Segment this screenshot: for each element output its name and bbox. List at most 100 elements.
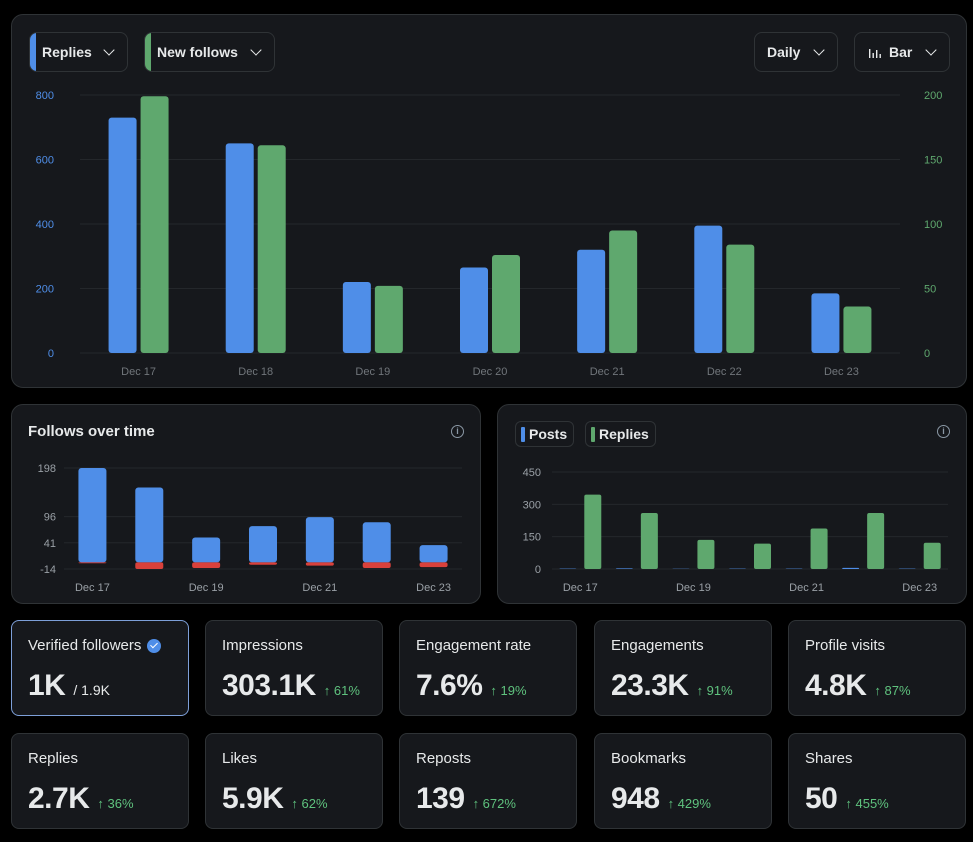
metric2-dropdown[interactable]: New follows [144, 32, 275, 72]
stat-card[interactable]: Likes 5.9K ↑ 62% [205, 733, 383, 829]
x-tick-label: Dec 21 [789, 582, 824, 594]
y-right-tick-label: 50 [924, 284, 936, 296]
bar-replies [697, 539, 715, 569]
stat-value-row: 2.7K ↑ 36% [28, 782, 134, 816]
bar-follows [249, 526, 277, 563]
stat-label-text: Impressions [222, 637, 303, 654]
stat-card[interactable]: Shares 50 ↑ 455% [788, 733, 966, 829]
period-label: Daily [767, 44, 801, 60]
stat-label: Bookmarks [611, 750, 686, 767]
legend-replies[interactable]: Replies [585, 421, 656, 447]
bar-replies [923, 542, 941, 569]
bar-replies [867, 512, 885, 569]
stat-change: ↑ 36% [97, 796, 134, 811]
x-tick-label: Dec 21 [590, 366, 625, 378]
bar-chart-icon [869, 48, 881, 58]
bar-replies [694, 225, 723, 353]
stat-label: Impressions [222, 637, 303, 654]
stat-change: ↑ 61% [323, 683, 360, 698]
bar-unfollows [305, 562, 334, 566]
metric1-color-swatch [30, 33, 36, 71]
stat-change: ↑ 429% [667, 796, 711, 811]
x-tick-label: Dec 19 [189, 582, 224, 594]
bar-posts [615, 568, 633, 569]
x-tick-label: Dec 23 [902, 582, 937, 594]
bar-new-follows [374, 285, 403, 353]
bar-replies [754, 543, 771, 569]
y-right-tick-label: 150 [924, 155, 942, 167]
stat-label: Verified followers [28, 637, 162, 654]
stat-label: Engagement rate [416, 637, 531, 654]
stat-card[interactable]: Impressions 303.1K ↑ 61% [205, 620, 383, 716]
bar-unfollows [78, 562, 107, 564]
stat-label-text: Profile visits [805, 637, 886, 654]
bar-new-follows [726, 244, 755, 353]
stat-card[interactable]: Replies 2.7K ↑ 36% [11, 733, 189, 829]
stat-card[interactable]: Engagement rate 7.6% ↑ 19% [399, 620, 577, 716]
bar-new-follows [609, 230, 638, 353]
stat-value-row: 23.3K ↑ 91% [611, 669, 733, 703]
stat-value-row: 948 ↑ 429% [611, 782, 711, 816]
x-tick-label: Dec 19 [676, 582, 711, 594]
stat-card[interactable]: Verified followers 1K / 1.9K [11, 620, 189, 716]
y-left-tick-label: 800 [36, 90, 54, 102]
stat-card[interactable]: Bookmarks 948 ↑ 429% [594, 733, 772, 829]
chart-type-dropdown[interactable]: Bar [854, 32, 950, 72]
legend-posts-label: Posts [529, 426, 568, 442]
stat-value: 4.8K [805, 669, 867, 702]
y-left-tick-label: 200 [36, 284, 54, 296]
bar-follows [419, 545, 448, 563]
stat-value: 139 [416, 782, 465, 815]
chevron-down-icon [103, 44, 115, 56]
stat-value-row: 139 ↑ 672% [416, 782, 516, 816]
info-icon[interactable]: i [937, 425, 950, 438]
stat-label: Shares [805, 750, 853, 767]
stat-change: ↑ 19% [490, 683, 527, 698]
bar-follows [135, 487, 164, 563]
legend-replies-swatch [591, 426, 595, 442]
x-tick-label: Dec 20 [473, 366, 508, 378]
y-tick-label: 300 [523, 499, 541, 511]
x-tick-label: Dec 17 [75, 582, 110, 594]
bar-new-follows [843, 306, 872, 353]
follows-card-title: Follows over time [28, 423, 155, 440]
x-tick-label: Dec 19 [355, 366, 390, 378]
y-left-tick-label: 0 [48, 348, 54, 360]
chevron-down-icon [813, 44, 825, 56]
stat-label-text: Engagement rate [416, 637, 532, 654]
bar-replies [640, 512, 658, 569]
stat-change: ↑ 62% [291, 796, 328, 811]
metric2-label: New follows [157, 44, 238, 60]
bar-replies [811, 293, 840, 353]
legend-posts-swatch [521, 426, 525, 442]
bar-unfollows [362, 562, 391, 569]
bar-replies [342, 282, 371, 353]
bar-follows [305, 517, 334, 563]
stat-card[interactable]: Profile visits 4.8K ↑ 87% [788, 620, 966, 716]
y-right-tick-label: 100 [924, 219, 942, 231]
stat-total: / 1.9K [73, 682, 110, 698]
legend-posts[interactable]: Posts [515, 421, 575, 447]
stat-label: Reposts [416, 750, 471, 767]
x-tick-label: Dec 17 [563, 582, 598, 594]
period-dropdown[interactable]: Daily [754, 32, 838, 72]
bar-replies [810, 528, 828, 569]
metric1-label: Replies [42, 44, 92, 60]
y-right-tick-label: 200 [924, 90, 942, 102]
chevron-down-icon [925, 44, 937, 56]
bar-replies [225, 143, 254, 353]
stat-label-text: Replies [28, 750, 79, 767]
x-tick-label: Dec 23 [824, 366, 859, 378]
stat-value-row: 7.6% ↑ 19% [416, 669, 527, 703]
stat-card[interactable]: Reposts 139 ↑ 672% [399, 733, 577, 829]
y-tick-label: -14 [40, 564, 56, 576]
bar-follows [362, 522, 391, 563]
stat-value: 23.3K [611, 669, 689, 702]
stat-card[interactable]: Engagements 23.3K ↑ 91% [594, 620, 772, 716]
y-tick-label: 198 [38, 463, 56, 475]
stat-value: 7.6% [416, 669, 483, 702]
bar-unfollows [192, 562, 221, 569]
info-icon[interactable]: i [451, 425, 464, 438]
metric1-dropdown[interactable]: Replies [29, 32, 128, 72]
bar-replies [460, 267, 488, 353]
